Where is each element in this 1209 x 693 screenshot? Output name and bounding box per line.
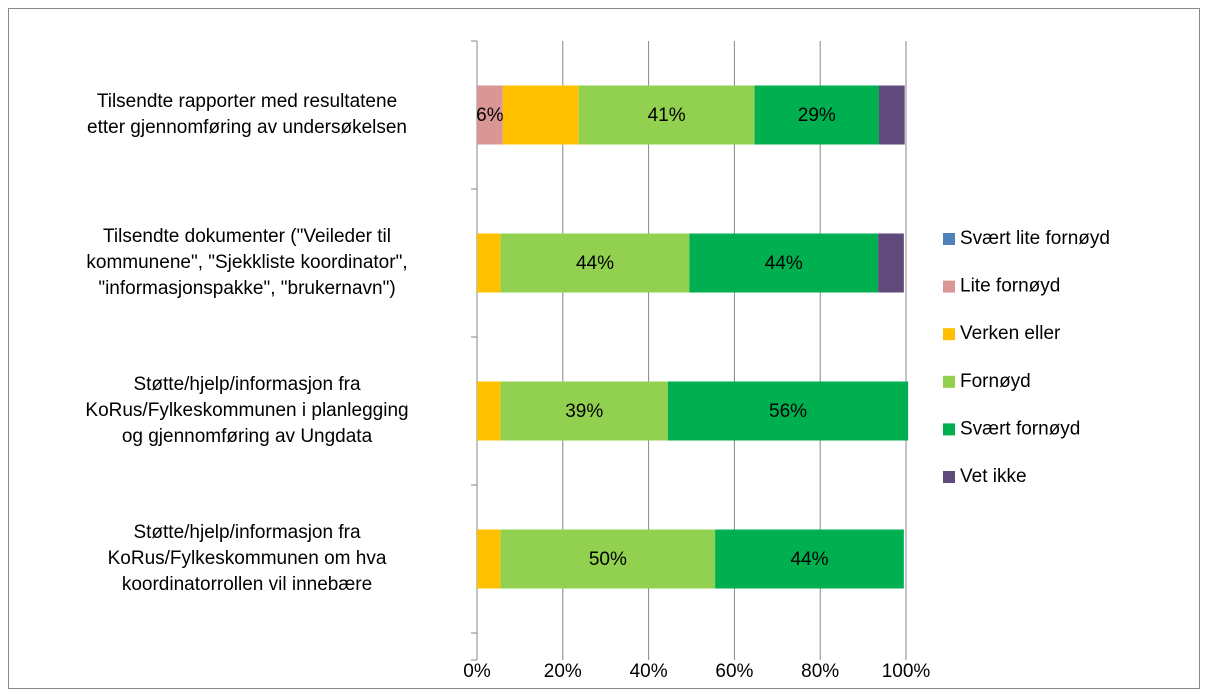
legend-label: Verken eller xyxy=(960,323,1061,344)
data-label: 44% xyxy=(576,253,614,274)
legend-swatch xyxy=(943,471,955,483)
x-tick-label: 40% xyxy=(630,661,668,682)
y-tick-label: KoRus/Fylkeskommunen om hva xyxy=(108,548,387,569)
y-tick-label: og gjennomføring av Ungdata xyxy=(122,426,373,447)
bar-segment xyxy=(500,381,668,441)
bar-segment xyxy=(578,85,755,145)
y-tick-label: KoRus/Fylkeskommunen i planlegging xyxy=(85,400,408,421)
y-tick-label: Tilsendte rapporter med resultatene xyxy=(97,91,397,112)
data-label: 56% xyxy=(769,401,807,422)
y-tick-label: "informasjonspakke", "brukernavn") xyxy=(98,278,395,299)
data-label: 44% xyxy=(790,549,828,570)
y-tick-label: kommunene", "Sjekkliste koordinator", xyxy=(86,252,407,273)
bar-segment xyxy=(878,85,905,145)
x-tick-label: 100% xyxy=(882,661,931,682)
bar-segment xyxy=(502,85,579,145)
bar-segment xyxy=(715,529,904,589)
y-tick-label: Støtte/hjelp/informasjon fra xyxy=(133,374,360,395)
x-tick-label: 60% xyxy=(715,661,753,682)
bar-segment xyxy=(500,233,690,293)
y-tick-label: Tilsendte dokumenter ("Veileder til xyxy=(103,226,391,247)
bar-segment xyxy=(754,85,879,145)
legend-swatch xyxy=(943,375,955,388)
data-label: 50% xyxy=(589,549,627,570)
data-label: 41% xyxy=(648,105,686,126)
y-tick-label: koordinatorrollen vil innebære xyxy=(122,574,372,595)
data-label: 29% xyxy=(798,105,836,126)
y-tick-label: Støtte/hjelp/informasjon fra xyxy=(133,522,360,543)
legend-swatch xyxy=(943,423,955,436)
legend-label: Vet ikke xyxy=(960,466,1027,487)
data-label: 39% xyxy=(565,401,603,422)
legend-label: Svært lite fornøyd xyxy=(960,228,1110,249)
legend-swatch xyxy=(943,328,955,341)
bar-segment xyxy=(477,529,501,589)
bar-segment xyxy=(477,85,503,145)
x-tick-label: 0% xyxy=(463,661,491,682)
legend-swatch xyxy=(943,233,955,245)
bar-segment xyxy=(477,381,501,441)
bar-segment xyxy=(667,381,909,441)
bar-segment xyxy=(477,233,501,293)
bar-segment xyxy=(500,529,716,589)
legend-swatch xyxy=(943,280,955,293)
y-tick-label: etter gjennomføring av undersøkelsen xyxy=(87,117,407,138)
bar-segment xyxy=(689,233,879,293)
data-label: 44% xyxy=(765,253,803,274)
legend-label: Fornøyd xyxy=(960,371,1031,392)
legend-label: Lite fornøyd xyxy=(960,276,1060,297)
x-tick-label: 80% xyxy=(801,661,839,682)
bar-segment xyxy=(878,233,904,293)
x-tick-label: 20% xyxy=(544,661,582,682)
legend-label: Svært fornøyd xyxy=(960,418,1080,439)
data-label: 6% xyxy=(476,105,504,126)
